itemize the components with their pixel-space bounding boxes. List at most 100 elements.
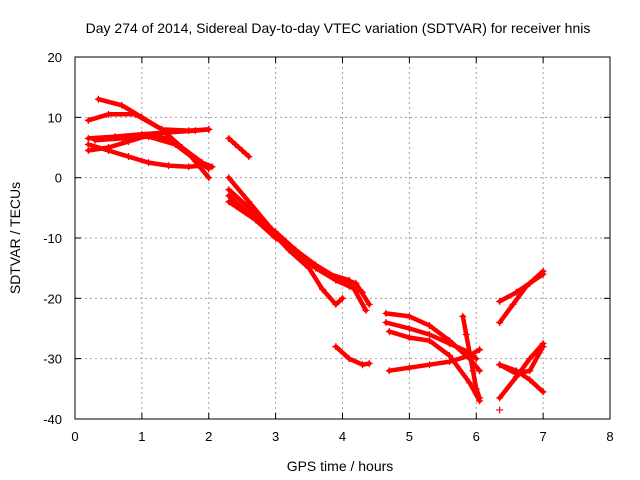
series-line	[226, 187, 345, 307]
data-point	[104, 147, 112, 155]
data-point	[332, 276, 340, 284]
data-point	[352, 279, 360, 287]
data-point	[539, 343, 547, 351]
x-tick-label: 5	[406, 429, 413, 444]
data-point	[359, 288, 367, 296]
data-point	[526, 376, 534, 384]
data-point	[225, 174, 233, 182]
data-point	[459, 312, 467, 320]
data-point	[526, 367, 534, 375]
series-track-21	[496, 340, 547, 402]
series-track-19	[496, 267, 547, 326]
series-track-17	[459, 312, 484, 402]
series-track-9	[225, 186, 346, 308]
data-point	[359, 361, 367, 369]
data-point	[362, 306, 370, 314]
data-point	[171, 140, 179, 148]
data-point	[191, 156, 199, 164]
series-line	[497, 344, 546, 377]
y-tick-label: 20	[48, 50, 62, 65]
x-tick-label: 3	[272, 429, 279, 444]
series-track-11	[225, 198, 367, 296]
data-point	[185, 163, 193, 171]
data-point	[272, 234, 280, 242]
data-point	[104, 110, 112, 118]
data-point	[472, 355, 480, 363]
axis-ticks: 0 1 2 3 4 5 6 7 8 -40 -30 -20 -10 0 10 20	[43, 50, 613, 444]
data-point	[446, 358, 453, 366]
data-point	[205, 165, 213, 173]
data-point	[94, 95, 102, 103]
data-point	[446, 352, 453, 360]
series-track-22	[496, 343, 547, 378]
y-tick-label: -40	[43, 412, 62, 427]
y-tick-label: 10	[48, 110, 62, 125]
data-point	[539, 267, 547, 275]
data-point	[509, 300, 517, 308]
data-point	[84, 134, 92, 142]
data-point	[191, 127, 199, 135]
data-point	[332, 300, 340, 308]
data-point	[318, 285, 326, 293]
data-point	[385, 328, 393, 336]
x-tick-label: 2	[205, 429, 212, 444]
data-point	[382, 309, 390, 317]
data-point	[476, 367, 484, 375]
data-point	[245, 198, 253, 206]
data-point	[305, 264, 313, 272]
data-point	[425, 337, 433, 345]
data-point	[425, 331, 433, 339]
data-point	[446, 340, 453, 348]
data-point	[405, 325, 413, 332]
series-line	[333, 344, 372, 367]
data-point	[425, 321, 433, 329]
data-point	[405, 364, 413, 372]
data-point	[472, 385, 480, 393]
series-outlier	[496, 406, 504, 414]
series-line	[497, 268, 546, 325]
data-point	[496, 394, 504, 402]
data-point	[425, 361, 433, 369]
data-point	[158, 125, 166, 133]
data-point	[165, 162, 173, 170]
data-point	[345, 355, 353, 363]
data-point	[339, 294, 346, 302]
data-point	[512, 288, 520, 296]
series-line	[226, 199, 365, 295]
data-point	[205, 125, 213, 133]
data-point	[118, 134, 126, 142]
x-tick-label: 4	[339, 429, 346, 444]
series-line	[497, 341, 546, 401]
data-point	[232, 140, 239, 148]
data-point	[292, 246, 300, 254]
data-point	[512, 370, 520, 378]
x-axis-label: GPS time / hours	[287, 458, 394, 474]
series-track-6	[91, 133, 213, 173]
chart-title: Day 274 of 2014, Sidereal Day-to-day VTE…	[86, 20, 591, 36]
data-point	[496, 318, 504, 326]
x-tick-label: 0	[71, 429, 78, 444]
series-track-8	[225, 174, 370, 314]
x-tick-label: 6	[473, 429, 480, 444]
y-tick-label: -10	[43, 231, 62, 246]
data-point	[469, 367, 477, 375]
series-line	[92, 134, 212, 171]
data-point	[462, 331, 470, 339]
data-point	[522, 282, 530, 290]
data-point	[476, 394, 484, 402]
data-series	[84, 95, 547, 414]
y-tick-label: -30	[43, 352, 62, 367]
data-point	[272, 228, 280, 236]
data-point	[526, 355, 534, 363]
series-line	[226, 136, 252, 159]
data-point	[476, 346, 484, 354]
data-point	[84, 147, 92, 155]
y-tick-label: 0	[55, 171, 62, 186]
data-point	[345, 282, 353, 290]
data-point	[125, 153, 132, 161]
data-point	[225, 198, 233, 206]
data-point	[382, 318, 390, 326]
data-point	[205, 174, 213, 182]
data-point	[365, 359, 373, 367]
data-point	[466, 349, 474, 357]
